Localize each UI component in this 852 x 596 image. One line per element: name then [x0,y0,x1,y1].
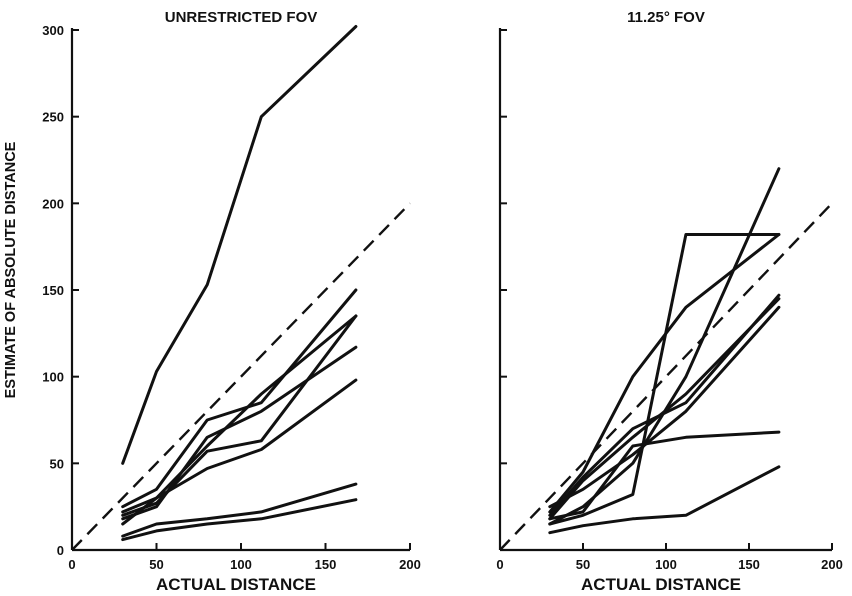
y-tick-label: 200 [42,196,64,211]
x-tick-label: 100 [655,557,677,572]
x-tick-label: 150 [315,557,337,572]
y-axis-label: ESTIMATE OF ABSOLUTE DISTANCE [3,141,19,398]
x-tick-label: 50 [149,557,163,572]
series-line-3 [121,314,358,514]
series-line-8 [548,465,781,535]
reference-line [499,202,833,551]
x-tick-label: 100 [230,557,252,572]
series-line-6 [121,378,358,526]
series-line-7 [121,482,358,538]
y-tick-label: 300 [42,23,64,38]
x-tick-label: 150 [738,557,760,572]
chart-panel-2: 0 50 100 150 200 11.25° FOV ACTUAL DISTANCE [496,9,842,594]
series-line-2 [548,233,781,514]
series-line-5 [548,293,781,517]
series-line-3 [548,167,781,526]
y-tick-label: 150 [42,283,64,298]
series-line-4 [548,297,781,521]
y-tick-label: 50 [50,456,64,471]
chart-title: 11.25° FOV [627,9,705,26]
x-tick-label: 200 [399,557,421,572]
x-tick-label: 200 [821,557,843,572]
series-line-8 [121,498,358,542]
x-axis-label: ACTUAL DISTANCE [581,575,741,594]
y-tick-label: 250 [42,110,64,125]
x-tick-label: 0 [68,557,75,572]
x-tick-label: 50 [576,557,590,572]
chart-title: UNRESTRICTED FOV [165,9,318,26]
series-line-1 [548,233,781,526]
series-line-7 [548,430,781,521]
y-tick-label: 0 [57,543,64,558]
y-tick-label: 100 [42,370,64,385]
series-line-6 [548,305,781,509]
series-line-5 [121,345,358,521]
series-line-2 [121,288,358,509]
reference-line [71,202,411,551]
x-axis-label: ACTUAL DISTANCE [156,575,316,594]
x-tick-label: 0 [496,557,503,572]
series-line-1 [121,25,358,465]
chart-panel-1: 0 50 100 150 200 250 300 0 50 100 150 200 UNRESTRICT… [3,9,421,594]
